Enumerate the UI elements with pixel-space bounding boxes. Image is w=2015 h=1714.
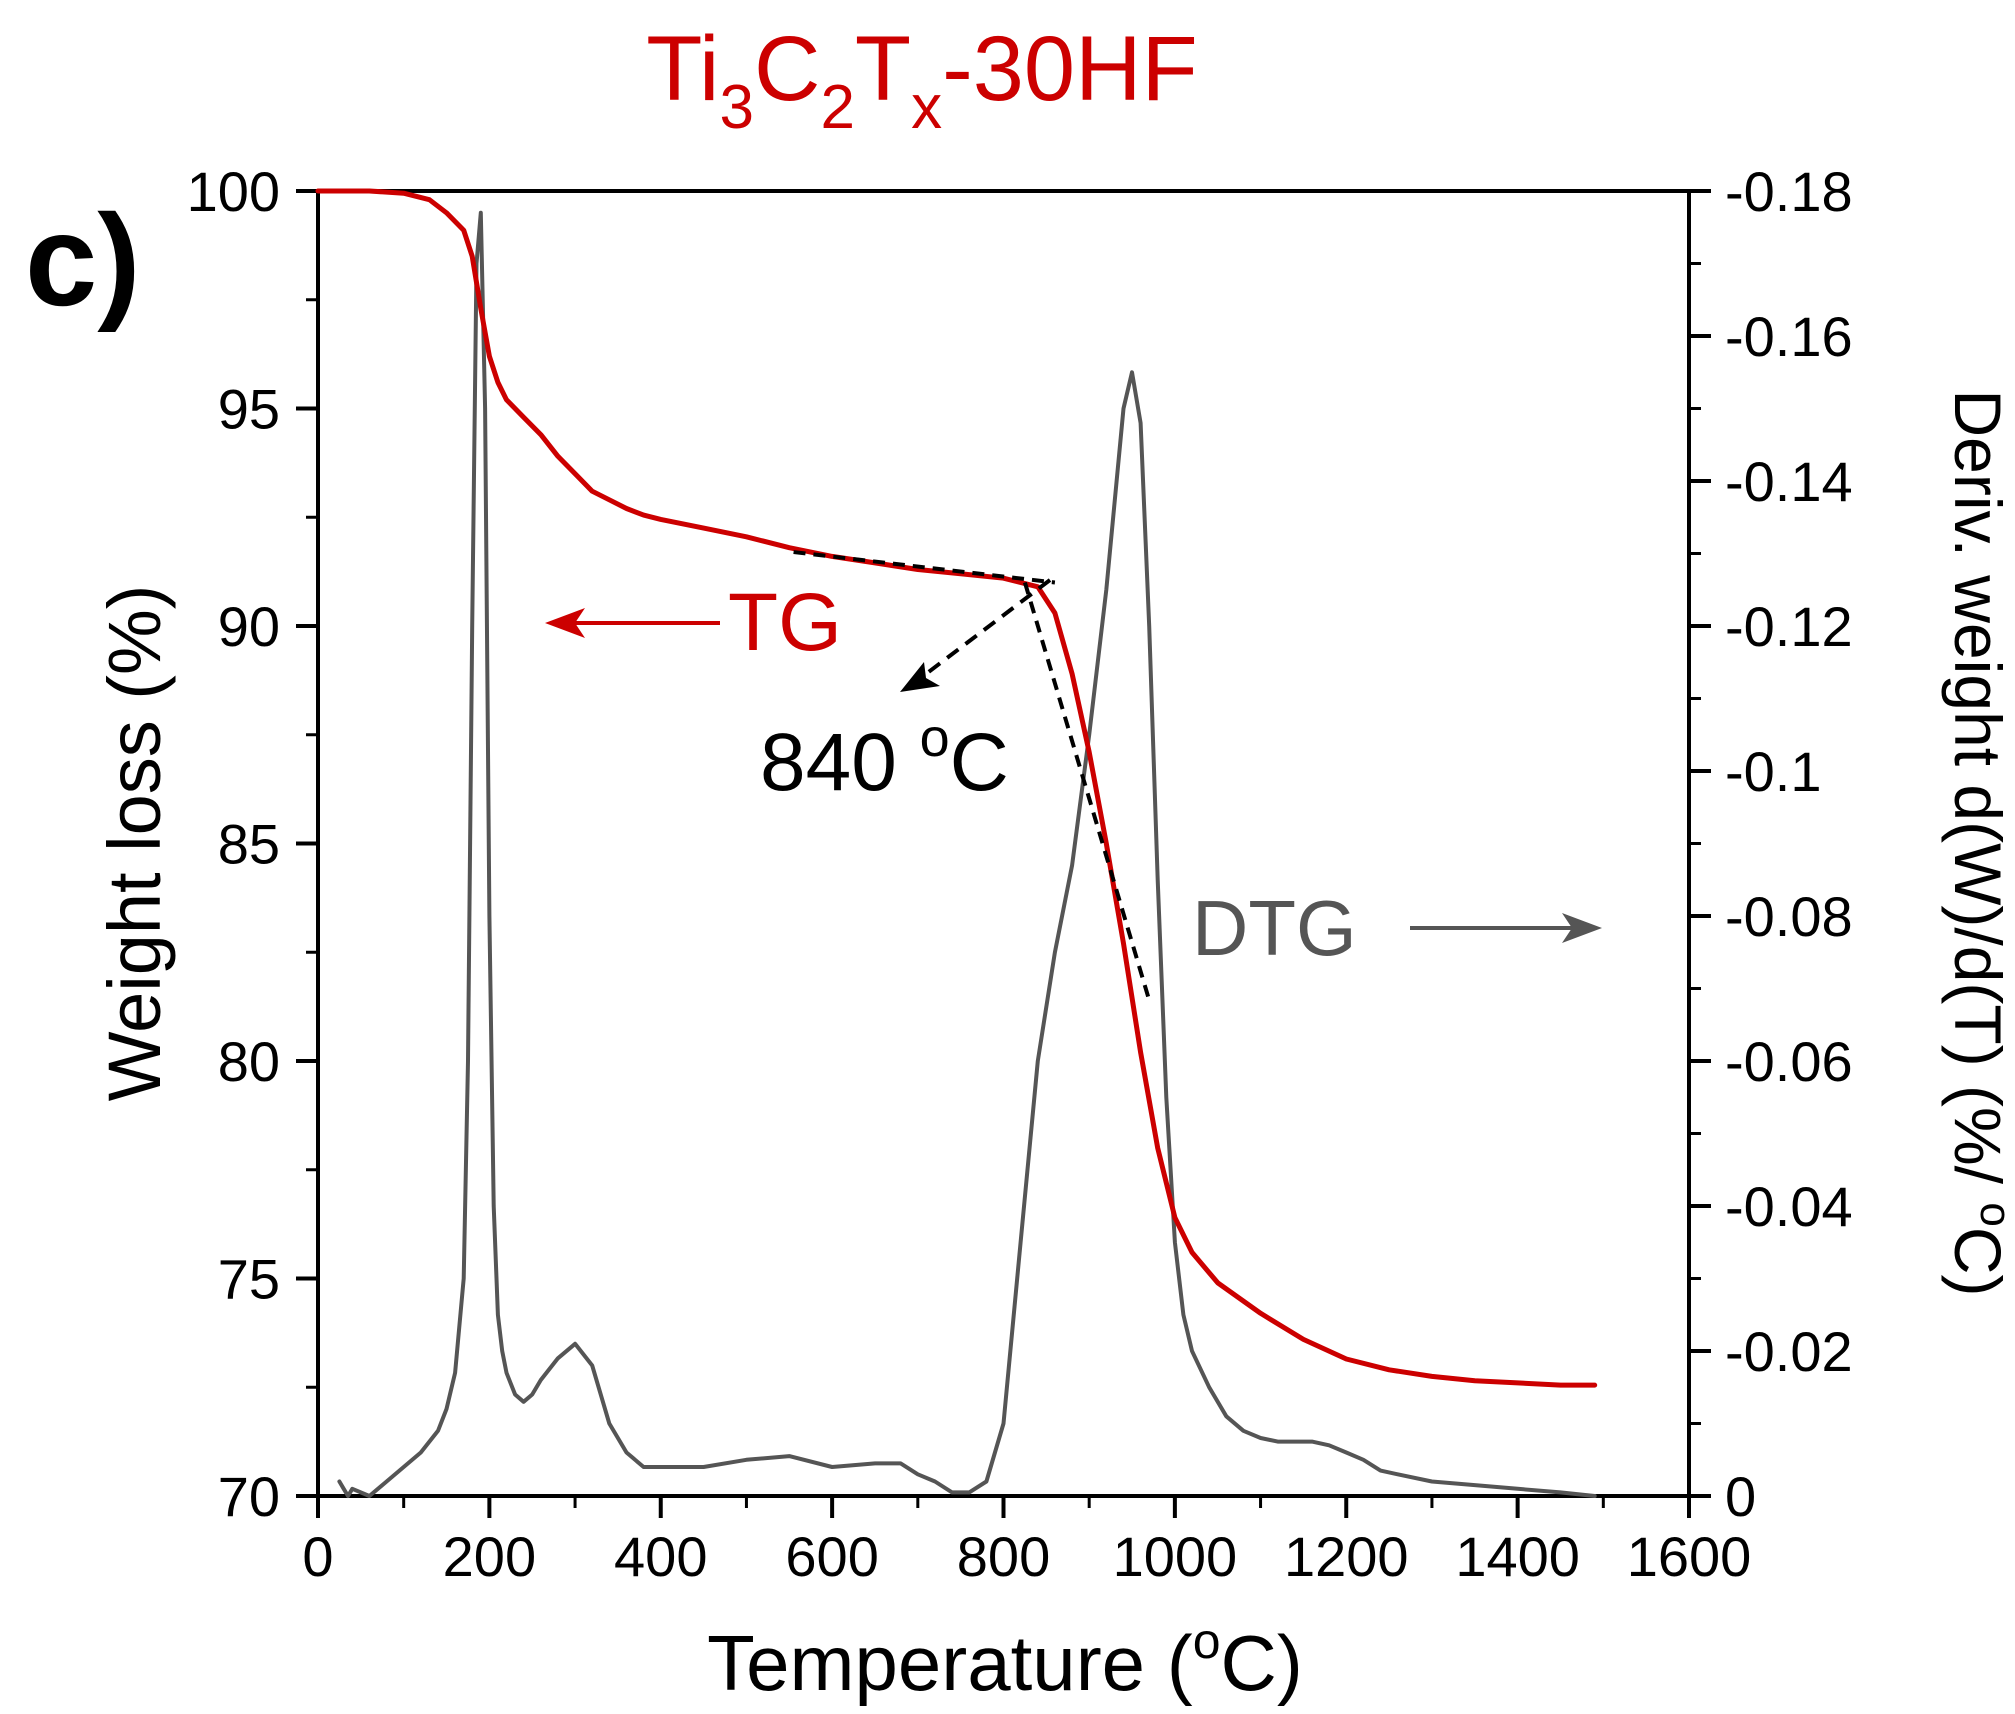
x-tick-label: 200: [443, 1525, 536, 1588]
y-right-tick-label: -0.04: [1725, 1175, 1853, 1238]
data-series: [315, 188, 1598, 1498]
x-tick-label: 1600: [1627, 1525, 1752, 1588]
onset-arrow-line: [916, 578, 1052, 682]
y-right-tick-label: -0.02: [1725, 1320, 1853, 1383]
panel-label: c): [25, 187, 141, 333]
y-left-tick-label: 100: [187, 160, 280, 223]
y-left-tick-label: 70: [218, 1465, 280, 1528]
onset-temperature-label: 840 oC: [760, 708, 1009, 808]
tangent-line-2: [1023, 581, 1152, 1001]
x-tick-label: 1200: [1284, 1525, 1409, 1588]
x-tick-label: 600: [785, 1525, 878, 1588]
y-right-tick-label: -0.06: [1725, 1030, 1853, 1093]
y-right-tick-label: -0.18: [1725, 160, 1853, 223]
x-tick-label: 0: [302, 1525, 333, 1588]
series-dtg-line: [337, 210, 1597, 1498]
dtg-label: DTG: [1192, 884, 1357, 972]
x-tick-label: 1400: [1455, 1525, 1580, 1588]
y-left-tick-label: 80: [218, 1030, 280, 1093]
x-tick-label: 800: [957, 1525, 1050, 1588]
y-axis-right-title: Deriv. weight d(W)/d(T) (%/ oC): [1941, 390, 2015, 1297]
y-right-tick-label: -0.08: [1725, 885, 1853, 948]
y-right-tick-label: -0.16: [1725, 305, 1853, 368]
chart-title: Ti3C2Tx-30HF: [646, 18, 1197, 142]
y-left-tick-label: 90: [218, 595, 280, 658]
y-right-tick-label: -0.1: [1725, 740, 1822, 803]
tg-arrow-head: [545, 608, 585, 638]
y-left-tick-label: 85: [218, 813, 280, 876]
x-tick-label: 400: [614, 1525, 707, 1588]
y-left-tick-label: 95: [218, 378, 280, 441]
plot-frame: [316, 189, 1691, 1498]
y-right-tick-label: 0: [1725, 1465, 1756, 1528]
y-right-tick-label: -0.14: [1725, 450, 1853, 513]
y-axis-left-title: Weight loss (%): [93, 585, 176, 1102]
tangent-line-1: [793, 550, 1056, 585]
y-right-tick-label: -0.12: [1725, 595, 1853, 658]
x-axis-title: Temperature (oC): [707, 1613, 1303, 1707]
tg-label: TG: [728, 577, 842, 668]
axis-ticks: 0 200 400 600 800 1000 1200 1400 160070758085909…: [187, 160, 1853, 1588]
x-tick-label: 1000: [1113, 1525, 1238, 1588]
y-left-tick-label: 75: [218, 1248, 280, 1311]
dtg-arrow-head: [1562, 913, 1602, 943]
onset-arrow-head: [900, 662, 940, 692]
